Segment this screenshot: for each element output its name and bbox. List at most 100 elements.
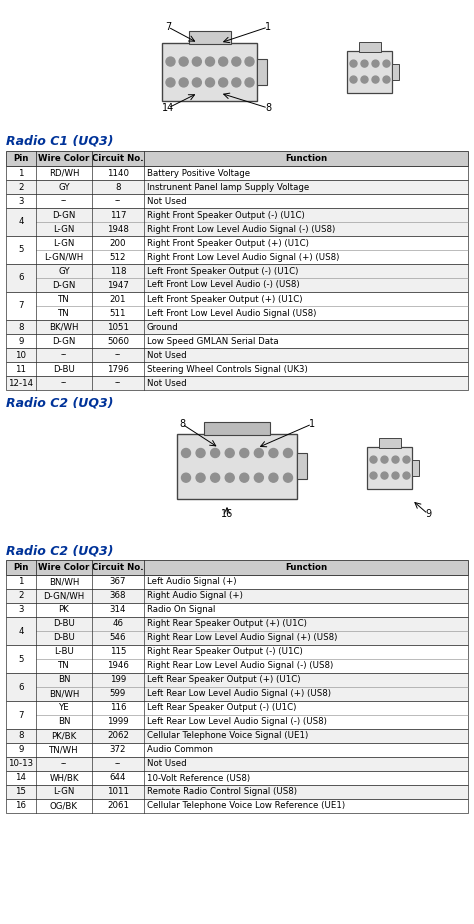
Text: OG/BK: OG/BK (50, 801, 78, 810)
Text: Radio C1 (UQ3): Radio C1 (UQ3) (6, 135, 113, 148)
Text: 512: 512 (110, 252, 126, 261)
Bar (189, 31, 231, 44)
Text: BN/WH: BN/WH (49, 578, 79, 587)
Text: 368: 368 (110, 591, 126, 601)
Text: Remote Radio Control Signal (US8): Remote Radio Control Signal (US8) (147, 787, 297, 796)
Text: RD/WH: RD/WH (49, 168, 79, 177)
Circle shape (381, 456, 388, 463)
Text: L-GN: L-GN (53, 238, 75, 248)
Text: PK/BK: PK/BK (51, 732, 77, 740)
Bar (6, 799, 468, 813)
Bar (6, 151, 468, 166)
Text: 2062: 2062 (107, 732, 129, 740)
Bar (6, 208, 468, 236)
Text: 7: 7 (18, 301, 24, 310)
Text: TN/WH: TN/WH (49, 746, 79, 755)
Circle shape (350, 60, 357, 67)
Text: Right Rear Low Level Audio Signal (+) (US8): Right Rear Low Level Audio Signal (+) (U… (147, 634, 337, 642)
Circle shape (403, 472, 410, 479)
Text: YE: YE (59, 703, 69, 712)
Text: Instrunent Panel lamp Supply Voltage: Instrunent Panel lamp Supply Voltage (147, 183, 309, 191)
Bar (6, 757, 468, 771)
Text: 5: 5 (18, 246, 24, 254)
Text: Circuit No.: Circuit No. (92, 154, 144, 163)
Text: Cellular Telephone Voice Low Reference (UE1): Cellular Telephone Voice Low Reference (… (147, 801, 345, 810)
Text: D-GN: D-GN (52, 281, 76, 289)
Bar (6, 785, 468, 799)
Text: 546: 546 (110, 634, 126, 642)
Text: 200: 200 (110, 238, 126, 248)
Text: --: -- (115, 760, 121, 769)
Circle shape (392, 456, 399, 463)
Text: Right Rear Speaker Output (+) (U1C): Right Rear Speaker Output (+) (U1C) (147, 619, 307, 628)
Text: Radio C2 (UQ3): Radio C2 (UQ3) (6, 396, 113, 409)
Text: 3: 3 (18, 197, 24, 205)
Bar (6, 617, 468, 645)
Bar (379, 438, 401, 448)
Text: 10: 10 (16, 350, 27, 359)
Bar (6, 645, 468, 673)
Text: 1: 1 (18, 578, 24, 587)
Text: 1140: 1140 (107, 168, 129, 177)
Text: 1051: 1051 (107, 322, 129, 332)
Bar (392, 64, 400, 80)
Circle shape (269, 448, 278, 457)
Text: 8: 8 (18, 732, 24, 740)
Text: BN: BN (58, 718, 70, 726)
Text: Left Front Speaker Output (-) (U1C): Left Front Speaker Output (-) (U1C) (147, 266, 298, 275)
Circle shape (219, 78, 228, 87)
Bar (367, 447, 412, 489)
Bar (6, 376, 468, 390)
Text: Left Rear Speaker Output (+) (U1C): Left Rear Speaker Output (+) (U1C) (147, 675, 301, 685)
Bar (6, 701, 468, 729)
Circle shape (361, 60, 368, 67)
Text: Not Used: Not Used (147, 197, 187, 205)
Text: 7: 7 (18, 711, 24, 720)
Bar (6, 362, 468, 376)
Text: --: -- (115, 197, 121, 205)
Circle shape (232, 78, 241, 87)
Circle shape (166, 78, 175, 87)
Text: Battery Positive Voltage: Battery Positive Voltage (147, 168, 250, 177)
Text: Function: Function (285, 563, 327, 572)
Circle shape (245, 57, 254, 66)
Text: Left Front Low Level Audio (-) (US8): Left Front Low Level Audio (-) (US8) (147, 281, 300, 289)
Text: D-GN: D-GN (52, 211, 76, 220)
Text: 10-Volt Reference (US8): 10-Volt Reference (US8) (147, 773, 250, 783)
Circle shape (210, 473, 219, 482)
Text: 16: 16 (16, 801, 27, 810)
Circle shape (283, 473, 292, 482)
Text: --: -- (61, 760, 67, 769)
Text: --: -- (115, 379, 121, 387)
Bar (6, 166, 468, 180)
Text: L-GN: L-GN (53, 787, 75, 796)
Text: L-GN/WH: L-GN/WH (45, 252, 83, 261)
Text: 4: 4 (18, 626, 24, 636)
Bar (6, 194, 468, 208)
Circle shape (372, 60, 379, 67)
Text: D-BU: D-BU (53, 634, 75, 642)
Circle shape (166, 57, 175, 66)
Text: 1: 1 (18, 168, 24, 177)
Circle shape (196, 473, 205, 482)
Bar (6, 560, 468, 575)
Text: TN: TN (58, 662, 70, 671)
Text: Left Rear Low Level Audio Signal (-) (US8): Left Rear Low Level Audio Signal (-) (US… (147, 718, 327, 726)
Text: 6: 6 (18, 683, 24, 691)
Text: 1: 1 (265, 22, 271, 32)
Text: 314: 314 (110, 605, 126, 614)
Bar (6, 771, 468, 785)
Text: 116: 116 (110, 703, 126, 712)
Text: Left Front Low Level Audio Signal (US8): Left Front Low Level Audio Signal (US8) (147, 309, 316, 318)
Text: 3: 3 (18, 605, 24, 614)
Circle shape (255, 448, 264, 457)
Text: 2061: 2061 (107, 801, 129, 810)
Text: 1796: 1796 (107, 364, 129, 373)
Circle shape (192, 78, 201, 87)
Text: 1: 1 (309, 419, 315, 429)
Text: 367: 367 (110, 578, 126, 587)
Bar (6, 673, 468, 701)
Text: Right Rear Low Level Audio Signal (-) (US8): Right Rear Low Level Audio Signal (-) (U… (147, 662, 333, 671)
Text: 5: 5 (18, 654, 24, 663)
Text: 6: 6 (18, 274, 24, 283)
